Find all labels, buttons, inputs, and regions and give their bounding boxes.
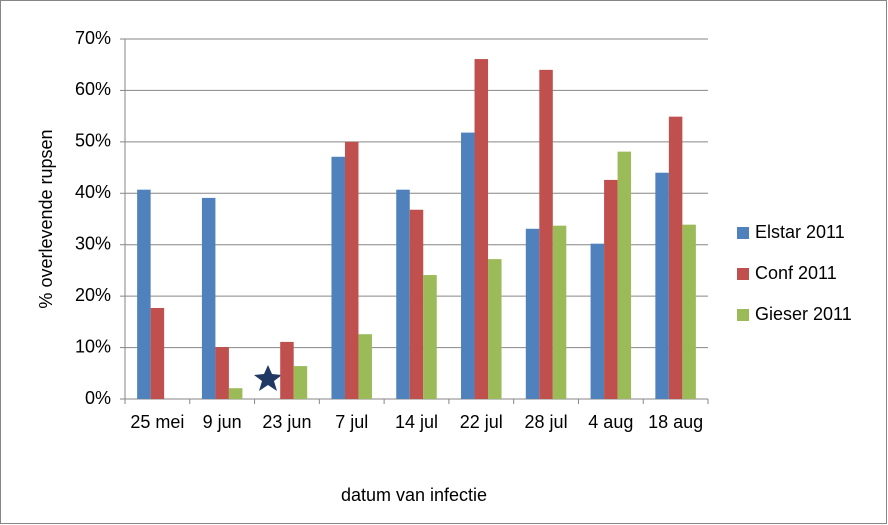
bar <box>293 366 308 399</box>
bar <box>617 151 632 399</box>
x-tick-label: 18 aug <box>648 412 703 432</box>
bar <box>668 116 683 400</box>
x-tick-label: 14 jul <box>395 412 438 432</box>
bar <box>331 156 345 399</box>
bar <box>396 189 410 399</box>
bar <box>539 69 553 399</box>
bar <box>655 172 669 399</box>
bar <box>137 189 151 399</box>
legend-label: Elstar 2011 <box>755 222 845 242</box>
bar <box>423 275 437 399</box>
star-marker <box>254 365 282 391</box>
bar <box>150 307 165 399</box>
bar <box>215 347 229 399</box>
x-tick-label: 4 aug <box>588 412 633 432</box>
x-tick-label: 9 jun <box>203 412 242 432</box>
bar <box>552 225 567 399</box>
bar <box>474 59 489 400</box>
legend-swatch <box>737 268 749 280</box>
legend-label: Conf 2011 <box>755 263 837 283</box>
x-tick-label: 22 jul <box>460 412 503 432</box>
y-axis-title: % overlevende rupsen <box>36 129 56 308</box>
y-tick-label: 60% <box>75 79 111 99</box>
x-tick-label: 7 jul <box>335 412 368 432</box>
y-tick-label: 30% <box>75 233 111 253</box>
bar <box>604 179 618 399</box>
bar <box>488 259 502 399</box>
y-tick-label: 10% <box>75 336 111 356</box>
bar <box>525 228 540 399</box>
bar <box>228 388 243 399</box>
y-tick-label: 40% <box>75 182 111 202</box>
bar <box>280 341 294 399</box>
y-tick-label: 20% <box>75 285 111 305</box>
bar <box>358 334 372 399</box>
bar <box>409 209 424 399</box>
legend-swatch <box>737 309 749 321</box>
y-tick-label: 0% <box>85 388 111 408</box>
bar <box>344 141 359 399</box>
x-axis-title: datum van infectie <box>341 485 487 505</box>
legend-swatch <box>737 227 749 239</box>
bar <box>201 197 216 399</box>
y-tick-label: 50% <box>75 131 111 151</box>
x-tick-label: 28 jul <box>525 412 568 432</box>
bar <box>682 224 696 399</box>
bar <box>590 243 605 399</box>
legend-label: Gieser 2011 <box>755 304 852 324</box>
x-tick-label: 23 jun <box>262 412 311 432</box>
bar <box>461 132 475 399</box>
x-tick-label: 25 mei <box>130 412 184 432</box>
y-tick-label: 70% <box>75 28 111 48</box>
